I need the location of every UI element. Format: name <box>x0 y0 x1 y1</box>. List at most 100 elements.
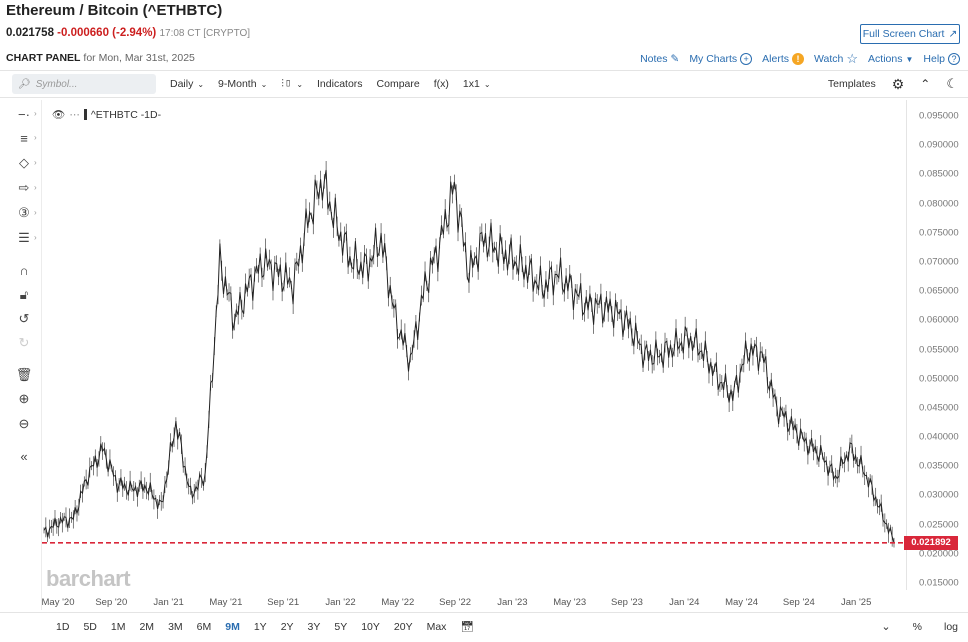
price-axis-tick: 0.095000 <box>919 110 959 122</box>
log-toggle[interactable]: log <box>943 620 958 633</box>
price-axis-tick: 0.080000 <box>919 198 959 210</box>
chevron-right-icon[interactable]: › <box>34 208 37 217</box>
series-color-swatch <box>83 109 87 120</box>
star-icon: ☆ <box>846 51 859 66</box>
range-bar: 1D 5D 1M 2M 3M 6M 9M 1Y 2Y 3Y 5Y 10Y 20Y Max 📅︎ ⌄ % lo… <box>0 612 968 640</box>
series-line <box>43 169 895 543</box>
range-button-5d[interactable]: 5D <box>83 620 97 633</box>
watch-label: Watch <box>814 53 844 65</box>
range-button-1y[interactable]: 1Y <box>253 620 267 633</box>
expand-down-icon[interactable]: ⌄ <box>881 621 891 633</box>
chevron-right-icon[interactable]: › <box>34 133 37 142</box>
undo-icon[interactable]: ↺ <box>18 311 30 326</box>
dark-mode-icon[interactable]: ☾ <box>946 76 958 91</box>
top-links: Notes ✎ My Charts + Alerts ! Watch ☆ Act… <box>640 51 960 67</box>
chevron-down-icon: ⌄ <box>260 79 268 89</box>
range-button-6m[interactable]: 6M <box>196 620 212 633</box>
range-button-max[interactable]: Max <box>426 620 447 633</box>
chevron-right-icon[interactable]: › <box>34 183 37 192</box>
range-button-2m[interactable]: 2M <box>139 620 155 633</box>
trend-line-icon[interactable]: ≡ <box>20 130 28 146</box>
percent-toggle[interactable]: % <box>912 620 922 633</box>
interval-dropdown[interactable]: Daily ⌄ <box>170 78 204 90</box>
trash-icon[interactable]: 🗑︎ <box>15 367 33 382</box>
indicators-button[interactable]: Indicators <box>317 78 363 90</box>
elliott-wave-icon[interactable]: ③ <box>18 205 30 220</box>
notes-link[interactable]: Notes ✎ <box>640 53 679 65</box>
candlestick-icon: ⫶▯ <box>281 77 293 90</box>
my-charts-link[interactable]: My Charts + <box>689 53 753 65</box>
time-axis-label: Jan '22 <box>325 597 356 608</box>
quote-time: 17:08 CT [CRYPTO] <box>159 28 251 39</box>
chevron-right-icon[interactable]: › <box>34 158 37 167</box>
time-axis-label: Sep '20 <box>95 597 128 608</box>
help-label: Help <box>923 53 945 65</box>
lock-icon[interactable]: 🔓︎ <box>19 287 29 302</box>
zoom-in-icon[interactable]: ⊕ <box>18 391 30 406</box>
calendar-icon[interactable]: 📅︎ <box>460 621 474 633</box>
price-axis-tick: 0.020000 <box>919 548 959 560</box>
layout-label: 1x1 <box>462 78 480 90</box>
gear-icon[interactable]: ⚙ <box>891 75 905 92</box>
my-charts-label: My Charts <box>689 53 738 65</box>
full-screen-label: Full Screen Chart <box>862 28 945 40</box>
layout-dropdown[interactable]: 1x1 ⌄ <box>463 78 491 90</box>
range-button-9m[interactable]: 9M <box>225 620 240 633</box>
zoom-out-icon[interactable]: ⊖ <box>18 416 30 431</box>
last-price: 0.021758 <box>6 27 54 39</box>
collapse-icon[interactable]: ⌃ <box>920 77 931 91</box>
watch-link[interactable]: Watch ☆ <box>814 51 858 67</box>
full-screen-chart-button[interactable]: Full Screen Chart ↗ <box>860 24 960 44</box>
fibonacci-icon[interactable]: ☰ <box>18 230 30 245</box>
range-button-1m[interactable]: 1M <box>110 620 126 633</box>
crosshair-line-icon[interactable]: −· <box>18 106 30 122</box>
range-button-1d[interactable]: 1D <box>56 620 70 633</box>
alerts-label: Alerts <box>762 53 789 65</box>
price-axis-tick: 0.065000 <box>919 285 959 297</box>
range-button-2y[interactable]: 2Y <box>280 620 294 633</box>
plus-circle-icon: + <box>740 53 753 65</box>
question-icon: ? <box>948 53 960 65</box>
chevron-right-icon[interactable]: › <box>34 109 37 118</box>
redo-icon[interactable]: ↻ <box>18 335 30 350</box>
search-placeholder: Symbol... <box>35 78 78 90</box>
time-axis-label: Jan '25 <box>841 597 872 608</box>
actions-label: Actions <box>868 53 903 65</box>
eye-icon[interactable]: 👁︎ <box>52 109 66 121</box>
arrow-icon[interactable]: ⇨ <box>18 180 30 195</box>
notes-label: Notes <box>640 53 668 65</box>
function-button[interactable]: f(x) <box>433 78 449 90</box>
price-axis-tick: 0.070000 <box>919 256 959 268</box>
search-icon: 🔎︎ <box>18 78 31 90</box>
price-axis-tick: 0.040000 <box>919 431 959 443</box>
chevron-right-icon[interactable]: › <box>34 233 37 242</box>
price-axis-tick: 0.015000 <box>919 577 959 589</box>
actions-menu[interactable]: Actions ▼ <box>868 53 913 65</box>
chart-type-dropdown[interactable]: ⫶▯ ⌄ <box>281 78 303 91</box>
collapse-sidebar-icon[interactable]: « <box>20 448 28 464</box>
period-dropdown[interactable]: 9-Month ⌄ <box>218 78 267 90</box>
drawing-tools-sidebar: −· › ≡ › ◇ › ⇨ › ③ › ☰ › ∩ 🔓︎ ↺ ↻ 🗑︎ ⊕ ⊖ « <box>0 100 42 610</box>
help-link[interactable]: Help ? <box>923 53 960 65</box>
range-button-10y[interactable]: 10Y <box>361 620 380 633</box>
alerts-link[interactable]: Alerts ! <box>762 53 804 65</box>
price-chart[interactable] <box>42 100 906 590</box>
chart-panel-label: CHART PANEL <box>6 52 81 64</box>
price-axis-tick: 0.060000 <box>919 314 959 326</box>
compare-button[interactable]: Compare <box>376 78 420 90</box>
range-button-3m[interactable]: 3M <box>168 620 183 633</box>
chart-legend[interactable]: 👁︎ ⋯ ^ETHBTC -1D- <box>52 108 162 122</box>
range-button-3y[interactable]: 3Y <box>307 620 321 633</box>
templates-button[interactable]: Templates <box>827 78 876 90</box>
range-button-20y[interactable]: 20Y <box>393 620 413 633</box>
time-axis-label: May '20 <box>41 597 75 608</box>
legend-symbol: ^ETHBTC -1D- <box>90 108 162 121</box>
shape-icon[interactable]: ◇ <box>19 155 29 170</box>
price-axis[interactable]: 0.095000 0.090000 0.085000 0.080000 0.075000… <box>906 100 968 590</box>
time-axis-label: Sep '21 <box>267 597 300 608</box>
chevron-down-icon: ⌄ <box>197 79 205 89</box>
range-button-5y[interactable]: 5Y <box>334 620 348 633</box>
magnet-icon[interactable]: ∩ <box>19 262 29 278</box>
symbol-search-input[interactable]: 🔎︎ Symbol... <box>12 74 156 94</box>
page-title: Ethereum / Bitcoin (^ETHBTC) <box>6 2 223 19</box>
